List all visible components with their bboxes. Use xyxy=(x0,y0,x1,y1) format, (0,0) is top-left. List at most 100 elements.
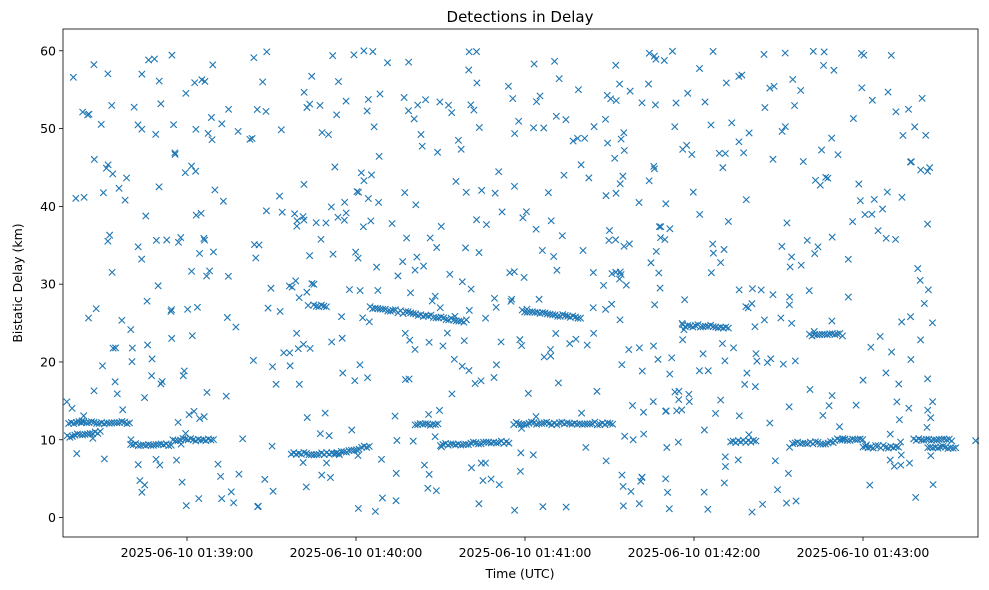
detection-marker xyxy=(148,355,156,363)
detection-marker xyxy=(479,476,487,485)
detection-marker xyxy=(535,295,543,303)
detection-marker xyxy=(492,361,501,369)
detection-marker xyxy=(897,451,905,459)
detection-marker xyxy=(207,436,215,444)
detection-marker xyxy=(249,356,258,364)
detection-marker xyxy=(782,499,791,507)
detection-marker xyxy=(354,451,362,460)
detection-marker xyxy=(769,155,777,163)
detection-marker xyxy=(291,210,299,218)
detection-marker xyxy=(458,362,466,370)
detection-marker xyxy=(553,266,561,274)
detection-marker xyxy=(779,360,787,368)
detection-marker xyxy=(234,127,242,136)
detection-marker xyxy=(609,420,617,428)
detection-marker xyxy=(106,231,114,239)
detection-marker xyxy=(187,162,196,170)
detection-marker xyxy=(267,284,275,292)
detection-marker xyxy=(375,198,383,207)
detection-marker xyxy=(377,455,386,463)
detection-marker xyxy=(357,169,365,177)
detection-marker xyxy=(63,398,71,406)
detection-marker xyxy=(781,123,789,131)
detection-marker xyxy=(788,319,796,327)
detection-marker xyxy=(352,446,361,454)
detection-marker xyxy=(699,350,707,358)
detection-marker xyxy=(895,416,904,424)
detection-marker xyxy=(688,150,696,159)
detection-marker xyxy=(550,57,559,65)
detection-marker xyxy=(197,209,205,217)
detection-marker xyxy=(369,48,377,56)
detection-marker xyxy=(401,375,410,384)
detection-marker xyxy=(856,435,864,443)
detection-marker xyxy=(435,406,444,414)
detection-marker xyxy=(329,250,337,258)
detection-marker xyxy=(193,303,202,311)
detection-marker xyxy=(219,197,227,205)
detection-marker xyxy=(118,417,126,426)
detection-marker xyxy=(504,82,512,90)
detection-marker xyxy=(886,430,894,438)
detection-marker xyxy=(400,93,408,102)
detection-marker xyxy=(272,380,280,388)
detection-marker xyxy=(111,344,120,352)
detection-marker xyxy=(187,267,196,275)
detection-marker xyxy=(589,268,597,277)
detection-marker xyxy=(577,409,586,417)
detection-marker xyxy=(413,253,421,261)
x-tick-label: 2025-06-10 01:41:00 xyxy=(459,545,592,560)
detection-marker xyxy=(100,455,108,463)
detection-marker xyxy=(138,70,146,78)
detection-marker xyxy=(790,101,799,110)
detection-marker xyxy=(434,420,442,428)
detection-marker xyxy=(331,163,339,171)
detection-marker xyxy=(511,130,519,138)
detection-marker xyxy=(168,51,176,59)
detection-marker xyxy=(198,76,206,84)
detection-marker xyxy=(660,56,668,65)
detection-marker xyxy=(450,355,458,363)
detection-marker xyxy=(150,55,159,63)
detection-marker xyxy=(803,236,811,245)
detection-marker xyxy=(285,282,293,290)
detection-marker xyxy=(602,192,610,200)
detection-marker xyxy=(661,235,669,244)
detection-marker xyxy=(675,387,683,395)
detection-marker xyxy=(773,486,782,494)
detection-marker xyxy=(583,341,591,349)
detection-marker xyxy=(924,406,932,414)
detection-marker xyxy=(560,171,568,179)
detection-marker xyxy=(303,414,311,422)
detection-marker xyxy=(590,123,598,131)
detection-marker xyxy=(412,201,420,209)
detection-marker xyxy=(671,123,679,131)
detection-marker xyxy=(520,273,528,282)
detection-marker xyxy=(599,281,608,289)
detection-marker xyxy=(883,188,891,196)
chart-title: Detections in Delay xyxy=(447,8,594,26)
detection-marker xyxy=(627,487,635,496)
detection-marker xyxy=(709,249,717,257)
detection-marker xyxy=(411,266,419,274)
detection-marker xyxy=(707,269,715,277)
detection-marker xyxy=(516,336,524,344)
detection-marker xyxy=(929,398,937,406)
detection-marker xyxy=(174,238,183,246)
detection-marker xyxy=(771,457,779,465)
detection-marker xyxy=(616,268,624,276)
detection-marker xyxy=(638,367,646,375)
detection-marker xyxy=(224,272,232,280)
detection-marker xyxy=(717,396,725,404)
detection-marker xyxy=(792,497,800,505)
data-points xyxy=(63,47,980,516)
detection-marker xyxy=(781,49,789,57)
detection-marker xyxy=(472,48,481,56)
detection-marker xyxy=(644,80,653,88)
y-tick-label: 30 xyxy=(40,277,56,292)
detection-marker xyxy=(300,448,308,457)
detection-marker xyxy=(312,219,320,227)
detection-marker xyxy=(472,216,481,224)
detection-marker xyxy=(856,197,864,205)
